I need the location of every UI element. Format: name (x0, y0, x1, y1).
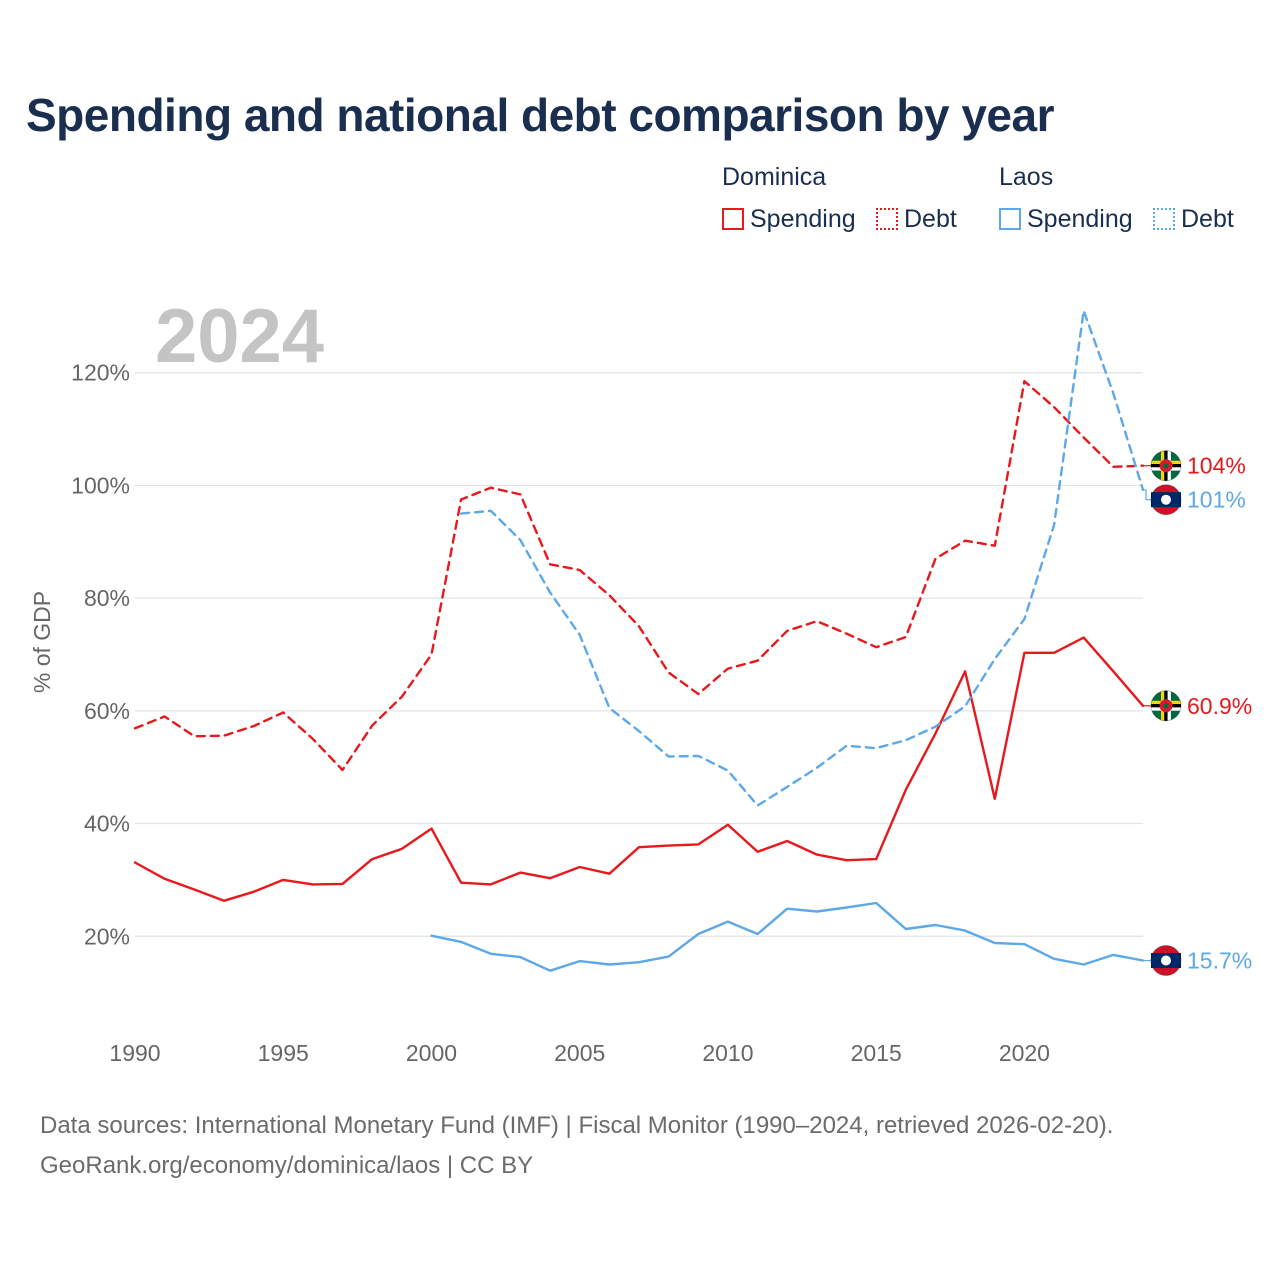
y-tick-label: 20% (84, 923, 130, 949)
series-lines (133, 309, 1145, 972)
chart-title: Spending and national debt comparison by… (26, 89, 1055, 141)
dominica-flag-icon (1150, 450, 1182, 482)
y-axis: 20% 40% 60% 80% 100% 120% (71, 360, 130, 950)
laos-flag-icon (1150, 945, 1182, 977)
legend-item-dominica-debt[interactable]: Debt (876, 204, 957, 234)
y-tick-label: 60% (84, 698, 130, 724)
dominica-flag-icon (1150, 690, 1182, 722)
end-connector (1143, 489, 1152, 501)
end-label-laos-spending: 15.7% (1187, 948, 1252, 974)
y-tick-label: 40% (84, 811, 130, 837)
legend-title-dominica: Dominica (722, 163, 827, 191)
y-tick-label: 100% (71, 472, 130, 498)
series-line-dominica-spending (133, 636, 1145, 902)
legend-swatch-dominica-spending (722, 208, 744, 230)
legend-item-laos-debt[interactable]: Debt (1153, 204, 1234, 234)
legend-swatch-dominica-debt (876, 208, 898, 230)
grid-lines (135, 372, 1143, 937)
legend-swatch-laos-debt (1153, 208, 1175, 230)
source-line-2: GeoRank.org/economy/dominica/laos | CC B… (40, 1152, 534, 1179)
legend-label: Spending (750, 204, 856, 233)
legend-label: Spending (1027, 204, 1133, 233)
end-markers: 104% 101% 60.9% 15.7% (1143, 450, 1252, 977)
y-tick-label: 120% (71, 360, 130, 386)
legend-item-dominica-spending[interactable]: Spending (722, 204, 856, 234)
legend-label: Debt (904, 204, 957, 233)
legend-label: Debt (1181, 204, 1234, 233)
series-line-dominica-debt (133, 380, 1145, 772)
year-label: 2024 (155, 294, 324, 379)
line-chart: 2024 20% 40% 60% 80% 100% 120% 1990 1995 2000 20… (29, 294, 1252, 1066)
laos-flag-icon (1150, 484, 1182, 516)
legend-title-laos: Laos (999, 163, 1054, 191)
x-tick-label: 2010 (702, 1040, 753, 1066)
y-axis-title: % of GDP (29, 591, 55, 693)
source-note: Data sources: International Monetary Fun… (40, 1106, 1113, 1186)
x-tick-label: 2005 (554, 1040, 605, 1066)
x-tick-label: 1990 (109, 1040, 160, 1066)
x-tick-label: 1995 (258, 1040, 309, 1066)
series-line-laos-debt (459, 309, 1145, 807)
end-label-dominica-spending: 60.9% (1187, 693, 1252, 719)
source-line-1: Data sources: International Monetary Fun… (40, 1112, 1114, 1139)
x-tick-label: 2000 (406, 1040, 457, 1066)
series-line-laos-spending (430, 901, 1145, 972)
x-tick-label: 2015 (851, 1040, 902, 1066)
x-axis: 1990 1995 2000 2005 2010 2015 2020 (109, 1040, 1050, 1066)
end-label-dominica-debt: 104% (1187, 453, 1246, 479)
legend-item-laos-spending[interactable]: Spending (999, 204, 1133, 234)
end-label-laos-debt: 101% (1187, 487, 1246, 513)
x-tick-label: 2020 (999, 1040, 1050, 1066)
y-tick-label: 80% (84, 585, 130, 611)
legend-swatch-laos-spending (999, 208, 1021, 230)
